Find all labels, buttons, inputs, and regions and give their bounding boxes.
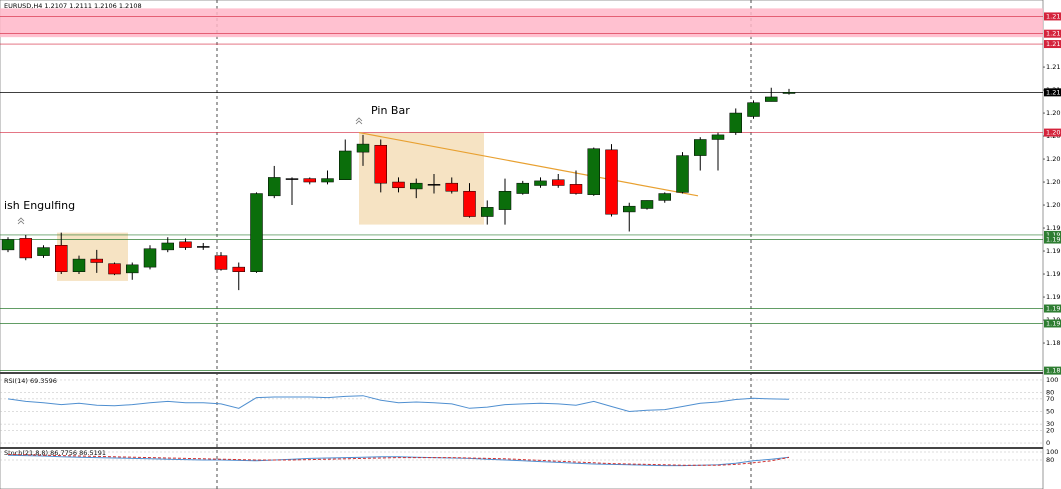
candle-body bbox=[197, 246, 210, 248]
candle-body bbox=[481, 207, 494, 217]
level-label: 1.217 bbox=[1046, 12, 1061, 20]
level-label: 1.215 bbox=[1046, 40, 1061, 48]
candle-body bbox=[711, 134, 725, 140]
level-tag bbox=[1044, 230, 1061, 239]
zone bbox=[0, 8, 1043, 38]
candle-body bbox=[552, 179, 565, 186]
y-tick-label: 0 bbox=[1046, 439, 1050, 447]
level-label: 1.211 bbox=[1046, 88, 1061, 96]
level-tag bbox=[1044, 40, 1061, 49]
candle-body bbox=[143, 248, 157, 268]
signal-marker bbox=[17, 217, 25, 225]
candle-body bbox=[214, 255, 228, 270]
indicator-title: RSI(14) 69.3596 bbox=[4, 377, 57, 385]
candle-body bbox=[161, 242, 174, 251]
annotation: ish Engulfing bbox=[4, 199, 75, 212]
candle-body bbox=[427, 184, 441, 186]
level-label: 1.216 bbox=[1046, 30, 1061, 38]
candle-body bbox=[569, 184, 583, 194]
candle-body bbox=[782, 92, 796, 94]
candle-body bbox=[1, 239, 15, 251]
candle-body bbox=[463, 190, 476, 217]
level-tag bbox=[1044, 319, 1061, 328]
y-tick-label: 1.193 bbox=[1046, 293, 1061, 301]
y-tick-label: 20 bbox=[1046, 426, 1054, 434]
level-tag bbox=[1044, 366, 1061, 375]
candle-body bbox=[90, 258, 103, 263]
level-label: 1.192 bbox=[1046, 305, 1061, 313]
candle-body bbox=[72, 258, 86, 272]
candle-body bbox=[19, 238, 32, 259]
level-tag bbox=[1044, 12, 1061, 21]
candle-body bbox=[321, 178, 334, 183]
level-tag bbox=[1044, 128, 1061, 137]
level-tag bbox=[1044, 29, 1061, 38]
candle-body bbox=[445, 182, 458, 192]
y-tick-label: 70 bbox=[1046, 395, 1054, 403]
level-label: 1.191 bbox=[1046, 319, 1061, 327]
annotation: Pin Bar bbox=[371, 104, 410, 117]
level-tag bbox=[1044, 235, 1061, 244]
y-tick-label: 1.205 bbox=[1046, 155, 1061, 163]
candle-body bbox=[747, 102, 760, 117]
y-tick-label: 50 bbox=[1046, 408, 1054, 416]
candle-body bbox=[37, 247, 50, 256]
level-label: 1.198 bbox=[1046, 231, 1061, 239]
candle-body bbox=[55, 245, 68, 272]
candle-body bbox=[268, 177, 281, 197]
indicator-title: Stoch(21,8,8) 86.7756 86.5191 bbox=[4, 449, 106, 457]
candle-body bbox=[126, 264, 139, 274]
level-label: 1.207 bbox=[1046, 129, 1061, 137]
candle-body bbox=[232, 266, 245, 272]
candle-body bbox=[640, 200, 654, 209]
candle-body bbox=[605, 149, 618, 215]
indicator-line bbox=[7, 453, 790, 466]
candle-body bbox=[676, 155, 689, 193]
y-tick-label: 1.213 bbox=[1046, 63, 1061, 71]
y-tick-label: 100 bbox=[1046, 376, 1058, 384]
indicator-line bbox=[7, 454, 790, 467]
y-tick-label: 80 bbox=[1046, 389, 1054, 397]
candle-body bbox=[623, 205, 636, 213]
candle-body bbox=[356, 143, 370, 153]
level-tag bbox=[1044, 88, 1061, 97]
y-tick-label: 1.199 bbox=[1046, 224, 1061, 232]
candle-body bbox=[694, 139, 707, 156]
candle-body bbox=[498, 190, 512, 210]
candle-body bbox=[108, 263, 121, 275]
y-tick-label: 1.201 bbox=[1046, 201, 1061, 209]
candle-body bbox=[410, 182, 423, 190]
candle-body bbox=[587, 148, 600, 195]
candle-body bbox=[179, 241, 192, 248]
level-tag bbox=[1044, 304, 1061, 313]
candle-body bbox=[392, 181, 405, 189]
candle-body bbox=[285, 178, 299, 180]
candle-body bbox=[658, 193, 671, 201]
candle-body bbox=[303, 178, 316, 183]
signal-marker bbox=[355, 117, 363, 125]
candle-body bbox=[729, 112, 742, 133]
candle-body bbox=[374, 144, 387, 184]
level-label: 1.187 bbox=[1046, 367, 1061, 375]
candle-body bbox=[765, 96, 778, 102]
chart-title: EURUSD,H4 1.2107 1.2111 1.2106 1.2108 bbox=[4, 2, 142, 10]
y-tick-label: 1.209 bbox=[1046, 109, 1061, 117]
candle-body bbox=[339, 150, 352, 180]
y-tick-label: 1.203 bbox=[1046, 178, 1061, 186]
trend-line bbox=[358, 131, 699, 197]
y-tick-label: 1.189 bbox=[1046, 339, 1061, 347]
y-tick-label: 80 bbox=[1046, 456, 1054, 464]
y-tick-label: 100 bbox=[1046, 448, 1058, 456]
level-label: 1.198 bbox=[1046, 236, 1061, 244]
candle-body bbox=[516, 182, 529, 194]
y-tick-label: 30 bbox=[1046, 420, 1054, 428]
y-tick-label: 1.197 bbox=[1046, 247, 1061, 255]
candle-body bbox=[250, 193, 263, 272]
y-tick-label: 1.195 bbox=[1046, 270, 1061, 278]
indicator-line bbox=[7, 395, 790, 413]
candle-body bbox=[534, 180, 547, 186]
